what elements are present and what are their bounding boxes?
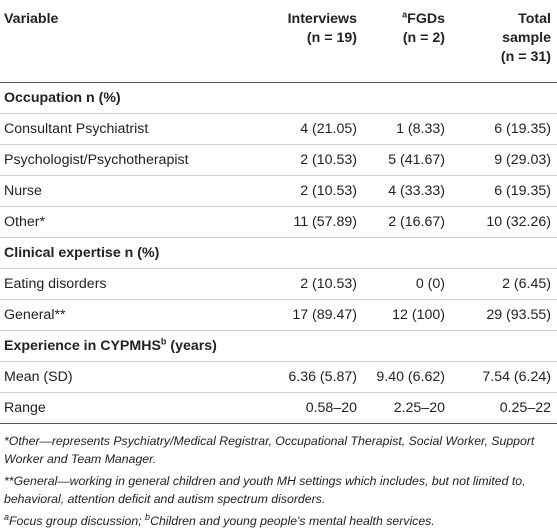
section-label-text: Experience in CYPMHS bbox=[4, 337, 161, 354]
row-label: Range bbox=[4, 399, 46, 416]
demographics-table: Variable Interviews (n = 19) aFGDs (n = … bbox=[0, 0, 557, 423]
fgds-cell: 2 (16.67) bbox=[388, 213, 445, 230]
section-label: Experience in CYPMHSb (years) bbox=[0, 330, 557, 361]
section-row: Occupation n (%) bbox=[0, 82, 557, 113]
interviews-cell: 4 (21.05) bbox=[300, 120, 357, 137]
fgds-cell: 1 (8.33) bbox=[396, 120, 445, 137]
table-row: Mean (SD) 6.36 (5.87) 9.40 (6.62) 7.54 (6.2… bbox=[0, 361, 557, 392]
row-label: Consultant Psychiatrist bbox=[4, 120, 149, 137]
fgds-cell: 4 (33.33) bbox=[388, 182, 445, 199]
total-cell: 2 (6.45) bbox=[502, 275, 551, 292]
table-row: Other* 11 (57.89) 2 (16.67) 10 (32.26) bbox=[0, 206, 557, 237]
header-total: Total sample (n = 31) bbox=[451, 0, 557, 82]
fgds-cell: 2.25–20 bbox=[393, 399, 445, 416]
header-interviews-n: (n = 19) bbox=[306, 30, 357, 46]
header-variable: Variable bbox=[4, 11, 59, 27]
fgds-cell: 9.40 (6.62) bbox=[376, 368, 445, 385]
section-row: Clinical expertise n (%) bbox=[0, 237, 557, 268]
fgds-cell: 12 (100) bbox=[392, 306, 445, 323]
footnote-general: **General—working in general children an… bbox=[4, 473, 526, 506]
interviews-cell: 2 (10.53) bbox=[300, 151, 357, 168]
table-row: Range 0.58–20 2.25–20 0.25–22 bbox=[0, 392, 557, 423]
header-row: Variable Interviews (n = 19) aFGDs (n = … bbox=[0, 0, 557, 82]
section-row: Experience in CYPMHSb (years) bbox=[0, 330, 557, 361]
row-label: Mean (SD) bbox=[4, 368, 73, 385]
table-row: Consultant Psychiatrist 4 (21.05) 1 (8.33)… bbox=[0, 113, 557, 144]
interviews-cell: 0.58–20 bbox=[305, 399, 357, 416]
total-cell: 9 (29.03) bbox=[494, 151, 551, 168]
table-row: General** 17 (89.47) 12 (100) 29 (93.55) bbox=[0, 299, 557, 330]
header-interviews: Interviews (n = 19) bbox=[245, 0, 363, 82]
header-fgds: aFGDs (n = 2) bbox=[363, 0, 451, 82]
table-row: Psychologist/Psychotherapist 2 (10.53) 5 (… bbox=[0, 144, 557, 175]
fgds-cell: 0 (0) bbox=[415, 275, 445, 292]
header-fgds-n: (n = 2) bbox=[402, 30, 445, 46]
section-label: Occupation n (%) bbox=[0, 82, 557, 113]
section-label-sup: b bbox=[160, 335, 167, 346]
total-cell: 0.25–22 bbox=[499, 399, 551, 416]
header-interviews-label: Interviews bbox=[287, 11, 357, 27]
footnotes: *Other—represents Psychiatry/Medical Reg… bbox=[0, 424, 557, 530]
interviews-cell: 2 (10.53) bbox=[300, 275, 357, 292]
table-row: Eating disorders 2 (10.53) 0 (0) 2 (6.45) bbox=[0, 268, 557, 299]
footnote-cypmhs: Children and young people's mental healt… bbox=[150, 513, 435, 528]
interviews-cell: 17 (89.47) bbox=[292, 306, 357, 323]
total-cell: 29 (93.55) bbox=[486, 306, 551, 323]
total-cell: 7.54 (6.24) bbox=[482, 368, 551, 385]
total-cell: 10 (32.26) bbox=[486, 213, 551, 230]
total-cell: 6 (19.35) bbox=[494, 182, 551, 199]
footnote-other: *Other—represents Psychiatry/Medical Reg… bbox=[4, 433, 535, 466]
row-label: Eating disorders bbox=[4, 275, 107, 292]
interviews-cell: 2 (10.53) bbox=[300, 182, 357, 199]
row-label: Psychologist/Psychotherapist bbox=[4, 151, 189, 168]
table-row: Nurse 2 (10.53) 4 (33.33) 6 (19.35) bbox=[0, 175, 557, 206]
row-label: General** bbox=[4, 306, 66, 323]
total-cell: 6 (19.35) bbox=[494, 120, 551, 137]
row-label: Other* bbox=[4, 213, 46, 230]
interviews-cell: 6.36 (5.87) bbox=[288, 368, 357, 385]
section-label: Clinical expertise n (%) bbox=[0, 237, 557, 268]
footnote-abbreviations: aFocus group discussion; bChildren and y… bbox=[4, 512, 553, 530]
section-label-text: Clinical expertise n (%) bbox=[4, 244, 160, 261]
footnote-fgd: Focus group discussion; bbox=[9, 513, 146, 528]
header-total-label2: sample bbox=[502, 30, 551, 46]
fgds-cell: 5 (41.67) bbox=[388, 151, 445, 168]
section-label-text: Occupation n (%) bbox=[4, 89, 121, 106]
row-label: Nurse bbox=[4, 182, 42, 199]
interviews-cell: 11 (57.89) bbox=[293, 213, 357, 230]
header-total-label: Total bbox=[518, 11, 551, 27]
section-label-tail: (years) bbox=[166, 337, 217, 354]
header-total-n: (n = 31) bbox=[500, 49, 551, 65]
header-fgds-sup: a bbox=[402, 9, 408, 20]
header-fgds-label: FGDs bbox=[407, 11, 445, 27]
